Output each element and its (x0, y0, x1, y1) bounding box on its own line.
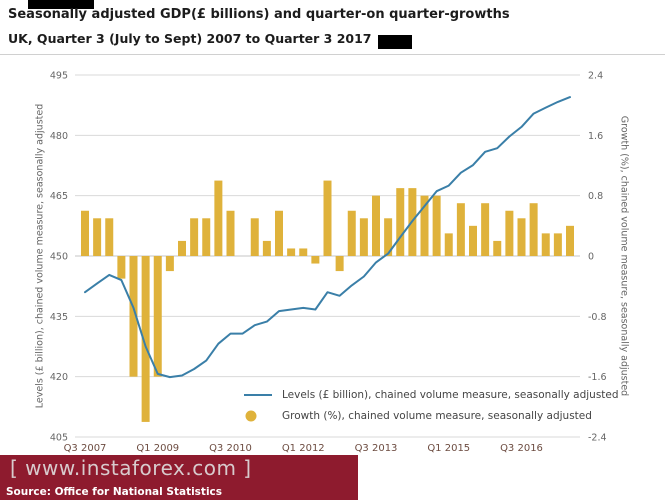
redaction-box-top (28, 0, 94, 9)
growth-bar (541, 233, 550, 256)
source-label: Source: Office for National Statistics (6, 486, 223, 498)
growth-bar (275, 210, 283, 256)
legend-label-growth: Growth (%), chained volume measure, seas… (282, 409, 592, 422)
left-axis-tick: 450 (50, 252, 68, 263)
x-axis-tick: Q1 2009 (136, 443, 179, 454)
growth-bar (287, 248, 296, 256)
watermark-banner: [ www.instaforex.com ] Source: Office fo… (0, 455, 358, 500)
header-divider (0, 54, 665, 55)
growth-bar (469, 225, 477, 256)
right-axis-tick: 0.8 (588, 191, 603, 202)
growth-bar (432, 195, 441, 256)
growth-bar (81, 210, 89, 256)
right-axis-title: Growth (%), chained volume measure, seas… (618, 115, 630, 397)
growth-bar (323, 180, 332, 256)
left-axis-tick: 480 (50, 131, 68, 142)
growth-bar (190, 218, 199, 256)
growth-bar (105, 218, 114, 256)
growth-bar (165, 256, 174, 272)
watermark-text: [ www.instaforex.com ] (10, 456, 252, 480)
redaction-box-subtitle (378, 35, 412, 49)
left-axis-tick: 495 (50, 71, 68, 82)
growth-bar (250, 218, 259, 256)
x-axis-tick: Q1 2015 (427, 443, 470, 454)
growth-bar (481, 203, 490, 256)
growth-bar (129, 256, 138, 377)
growth-bar (529, 203, 538, 256)
legend-item-growth: Growth (%), chained volume measure, seas… (243, 405, 619, 426)
chart-subtitle: UK, Quarter 3 (July to Sept) 2007 to Qua… (8, 31, 372, 46)
right-axis-tick: -0.8 (588, 312, 607, 323)
growth-bar (117, 256, 126, 279)
growth-bar (566, 225, 574, 256)
left-axis-title: Levels (£ billion), chained volume measu… (34, 103, 46, 409)
legend-item-levels: Levels (£ billion), chained volume measu… (243, 384, 619, 405)
growth-bar (505, 210, 514, 256)
growth-bar (396, 188, 405, 256)
growth-bar (372, 195, 380, 256)
growth-bar (517, 218, 526, 256)
growth-bar (420, 195, 429, 256)
x-axis-tick: Q3 2016 (500, 443, 543, 454)
right-axis-tick: 2.4 (588, 71, 603, 82)
left-axis-tick: 420 (50, 372, 68, 383)
x-axis-tick: Q3 2010 (209, 443, 252, 454)
growth-bar (553, 233, 562, 256)
growth-bar (493, 240, 502, 256)
x-axis-tick: Q1 2012 (282, 443, 325, 454)
growth-bar (178, 240, 186, 256)
left-axis-tick: 405 (50, 433, 68, 444)
growth-bar (384, 218, 393, 256)
left-axis-tick: 435 (50, 312, 68, 323)
x-axis-tick: Q3 2007 (64, 443, 107, 454)
growth-bar (214, 180, 223, 256)
chart-legend: Levels (£ billion), chained volume measu… (243, 384, 619, 426)
growth-bar (141, 256, 150, 422)
chart-title: Seasonally adjusted GDP(£ billions) and … (8, 7, 510, 22)
growth-bar (456, 203, 465, 256)
growth-bar (311, 256, 320, 264)
right-axis-tick: -2.4 (588, 433, 607, 444)
growth-bar (347, 210, 356, 256)
growth-bar (444, 233, 453, 256)
legend-label-levels: Levels (£ billion), chained volume measu… (282, 388, 619, 401)
growth-bar (299, 248, 308, 256)
bar-series-icon (245, 410, 257, 421)
growth-bar (335, 256, 344, 272)
growth-bar (202, 218, 211, 256)
x-axis-tick: Q3 2013 (355, 443, 398, 454)
right-axis-tick: 0 (588, 252, 594, 263)
growth-bar (226, 210, 235, 256)
levels-line (84, 96, 571, 379)
right-axis-tick: 1.6 (588, 131, 603, 142)
growth-bar (153, 256, 162, 377)
left-axis-tick: 465 (50, 191, 68, 202)
growth-bar (262, 240, 271, 256)
growth-bar (93, 218, 102, 256)
line-series-icon (244, 393, 272, 396)
growth-bar (359, 218, 368, 256)
right-axis-tick: -1.6 (588, 372, 607, 383)
